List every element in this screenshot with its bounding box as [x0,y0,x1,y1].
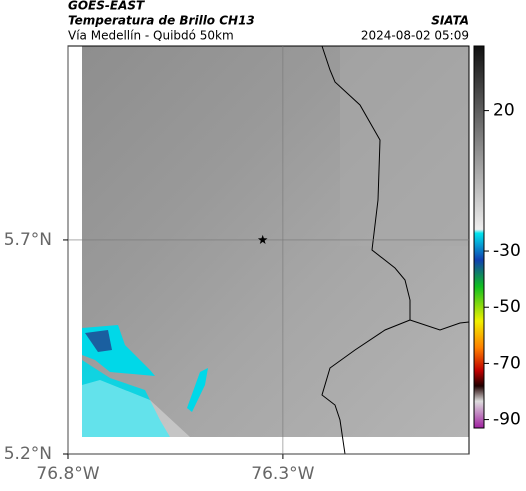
satellite: GOES-EAST [68,0,145,13]
region: Vía Medellín - Quibdó 50km [68,29,234,43]
x-tick-label: 76.3°W [251,464,314,484]
colorbar-tick-label: -50 [493,297,521,317]
colorbar-tick-label: -30 [493,241,521,261]
colorbar-tick-label: 20 [493,101,515,121]
imagery [68,45,470,455]
agency: SIATA [431,14,469,28]
colorbar-tick-label: -70 [493,353,521,373]
x-tick-label: 76.8°W [36,464,99,484]
product: Temperatura de Brillo CH13 [68,14,255,28]
location-marker [257,234,268,244]
colorbar-tick-label: -90 [493,410,521,430]
y-tick-label: 5.7°N [4,230,52,250]
colorbar [473,45,485,429]
y-tick-label: 5.2°N [4,444,52,464]
datetime: 2024-08-02 05:09 [361,29,469,43]
